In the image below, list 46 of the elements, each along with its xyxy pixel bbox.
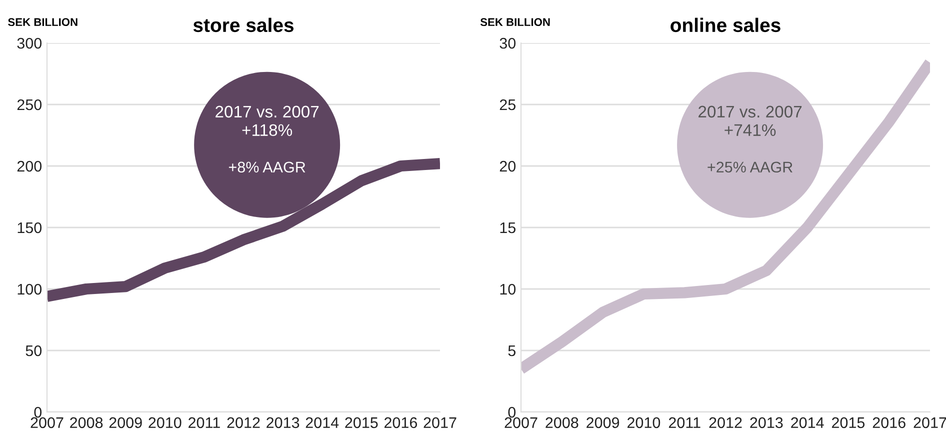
x-tick-label: 2014	[306, 417, 339, 428]
y-tick-label: 25	[500, 99, 516, 110]
chart-title: online sales	[670, 18, 780, 32]
x-tick-label: 2017	[914, 417, 946, 428]
y-tick-label: 0	[508, 406, 516, 418]
y-tick-label: 5	[508, 346, 516, 356]
y-tick-label: 50	[26, 345, 42, 356]
y-tick-label: 200	[17, 160, 42, 172]
x-tick-label: 2010	[627, 417, 660, 428]
x-tick-label: 2007	[504, 417, 538, 428]
y-tick-label: 10	[500, 284, 516, 295]
y-tick-label: 30	[500, 38, 516, 49]
x-tick-label: 2012	[227, 417, 260, 428]
y-tick-label: 300	[17, 38, 42, 49]
x-tick-label: 2008	[546, 417, 578, 428]
chart-title: store sales	[193, 18, 294, 32]
y-tick-label: 20	[500, 160, 516, 172]
y-tick-label: 100	[18, 284, 42, 295]
x-tick-label: 2014	[791, 417, 824, 428]
y-axis-title: SEK BILLION	[480, 18, 550, 26]
x-tick-label: 2017	[424, 417, 456, 428]
annotation: +8% AAGR	[228, 162, 306, 173]
x-tick-label: 2012	[709, 417, 742, 428]
x-tick-label: 2013	[266, 417, 300, 428]
annotation: 2017 vs. 2007	[216, 106, 319, 118]
x-tick-label: 2009	[109, 417, 142, 428]
x-tick-label: 2010	[148, 417, 182, 428]
x-tick-label: 2008	[70, 417, 103, 428]
y-tick-label: 15	[500, 222, 516, 234]
y-tick-label: 250	[17, 99, 42, 110]
x-tick-label: 2013	[750, 417, 783, 428]
y-tick-label: 0	[34, 406, 42, 418]
x-tick-label: 2011	[668, 417, 700, 428]
annotation: +118%	[242, 124, 292, 136]
annotation: +25% AAGR	[708, 162, 792, 173]
y-axis-title: SEK BILLION	[8, 18, 78, 26]
x-tick-label: 2009	[586, 417, 620, 428]
x-tick-label: 2015	[345, 417, 378, 428]
annotation: +741%	[724, 124, 776, 136]
x-tick-label: 2007	[30, 417, 64, 428]
y-tick-label: 150	[18, 222, 42, 234]
x-tick-label: 2016	[872, 417, 906, 428]
x-tick-label: 2015	[832, 417, 865, 428]
x-tick-label: 2011	[188, 417, 220, 428]
annotation: 2017 vs. 2007	[698, 106, 802, 118]
x-tick-label: 2016	[384, 417, 418, 428]
